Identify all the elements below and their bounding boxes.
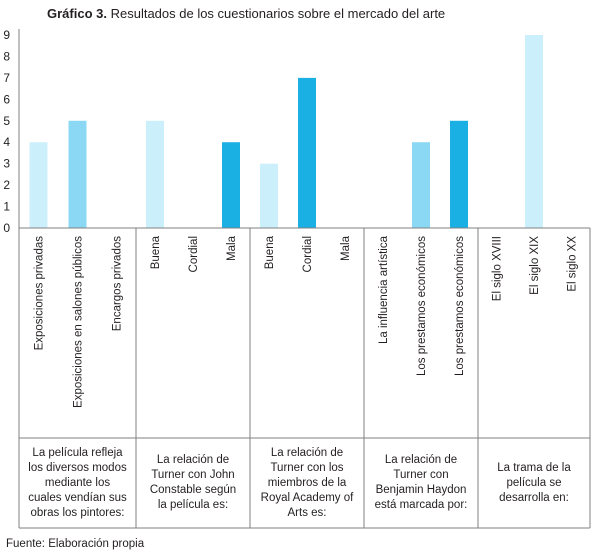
category-label-g2-c1: Buena bbox=[150, 235, 162, 269]
group-label-5: La trama de la película se desarrolla en… bbox=[486, 440, 582, 526]
category-label-g4-c3: Los prestamos económicos bbox=[454, 236, 466, 376]
category-label-g5-c1: El siglo XVIII bbox=[492, 236, 504, 301]
category-label-g1-c2: Exposiciones en salones públicos bbox=[73, 236, 85, 408]
y-tick-label-2: 2 bbox=[3, 178, 10, 192]
bar-g5-c2 bbox=[525, 35, 543, 228]
group-label-text-2: La relación de Turner con John Constable… bbox=[149, 454, 237, 511]
y-tick-label-1: 1 bbox=[3, 200, 10, 214]
category-label-g3-c3: Mala bbox=[340, 235, 352, 261]
chart-title: Gráfico 3. Resultados de los cuestionari… bbox=[47, 6, 445, 21]
group-label-text-3: La relación de Turner con los miembros d… bbox=[260, 446, 354, 519]
group-label-3: La relación de Turner con los miembros d… bbox=[258, 440, 356, 526]
category-label-g1-c1: Exposiciones privadas bbox=[34, 236, 46, 351]
category-label-g2-c2: Cordial bbox=[188, 236, 200, 272]
y-tick-label-8: 8 bbox=[3, 49, 10, 63]
category-label-g5-c2: El siglo XIX bbox=[529, 236, 541, 295]
chart-title-text: Resultados de los cuestionarios sobre el… bbox=[110, 6, 446, 21]
category-label-g3-c1: Buena bbox=[264, 235, 276, 269]
group-label-4: La relación de Turner con Benjamin Haydo… bbox=[372, 440, 470, 526]
category-label-g4-c1: La influencia artística bbox=[378, 235, 390, 344]
y-tick-label-7: 7 bbox=[3, 71, 10, 85]
bar-g1-c1 bbox=[29, 142, 48, 228]
y-tick-label-9: 9 bbox=[3, 28, 10, 42]
y-tick-label-5: 5 bbox=[3, 114, 10, 128]
y-tick-label-3: 3 bbox=[3, 157, 10, 171]
bar-g1-c2 bbox=[68, 120, 87, 228]
group-label-2: La relación de Turner con John Constable… bbox=[144, 440, 242, 526]
source-note: Fuente: Elaboración propia bbox=[6, 538, 145, 550]
bar-g4-c2 bbox=[412, 142, 430, 228]
y-tick-label-0: 0 bbox=[3, 221, 10, 235]
y-tick-label-4: 4 bbox=[3, 135, 10, 149]
bar-g3-c1 bbox=[260, 163, 278, 228]
category-label-g5-c3: El siglo XX bbox=[566, 236, 578, 292]
category-label-g4-c2: Los prestamos económicos bbox=[416, 236, 428, 376]
group-label-text-4: La relación de Turner con Benjamin Haydo… bbox=[374, 454, 468, 511]
group-label-text-1: La película refleja los diversos modos m… bbox=[28, 446, 127, 519]
bar-g4-c3 bbox=[450, 120, 468, 228]
category-label-g2-c3: Mala bbox=[226, 235, 238, 261]
group-label-text-5: La trama de la película se desarrolla en… bbox=[497, 461, 571, 504]
category-label-g3-c2: Cordial bbox=[302, 236, 314, 272]
category-label-g1-c3: Encargos privados bbox=[112, 236, 124, 331]
y-tick-label-6: 6 bbox=[3, 92, 10, 106]
bar-g3-c2 bbox=[298, 77, 316, 228]
bar-g2-c1 bbox=[146, 120, 164, 228]
group-label-1: La película refleja los diversos modos m… bbox=[27, 440, 128, 526]
bar-g2-c3 bbox=[222, 142, 240, 228]
chart-title-prefix: Gráfico 3. bbox=[47, 6, 107, 21]
